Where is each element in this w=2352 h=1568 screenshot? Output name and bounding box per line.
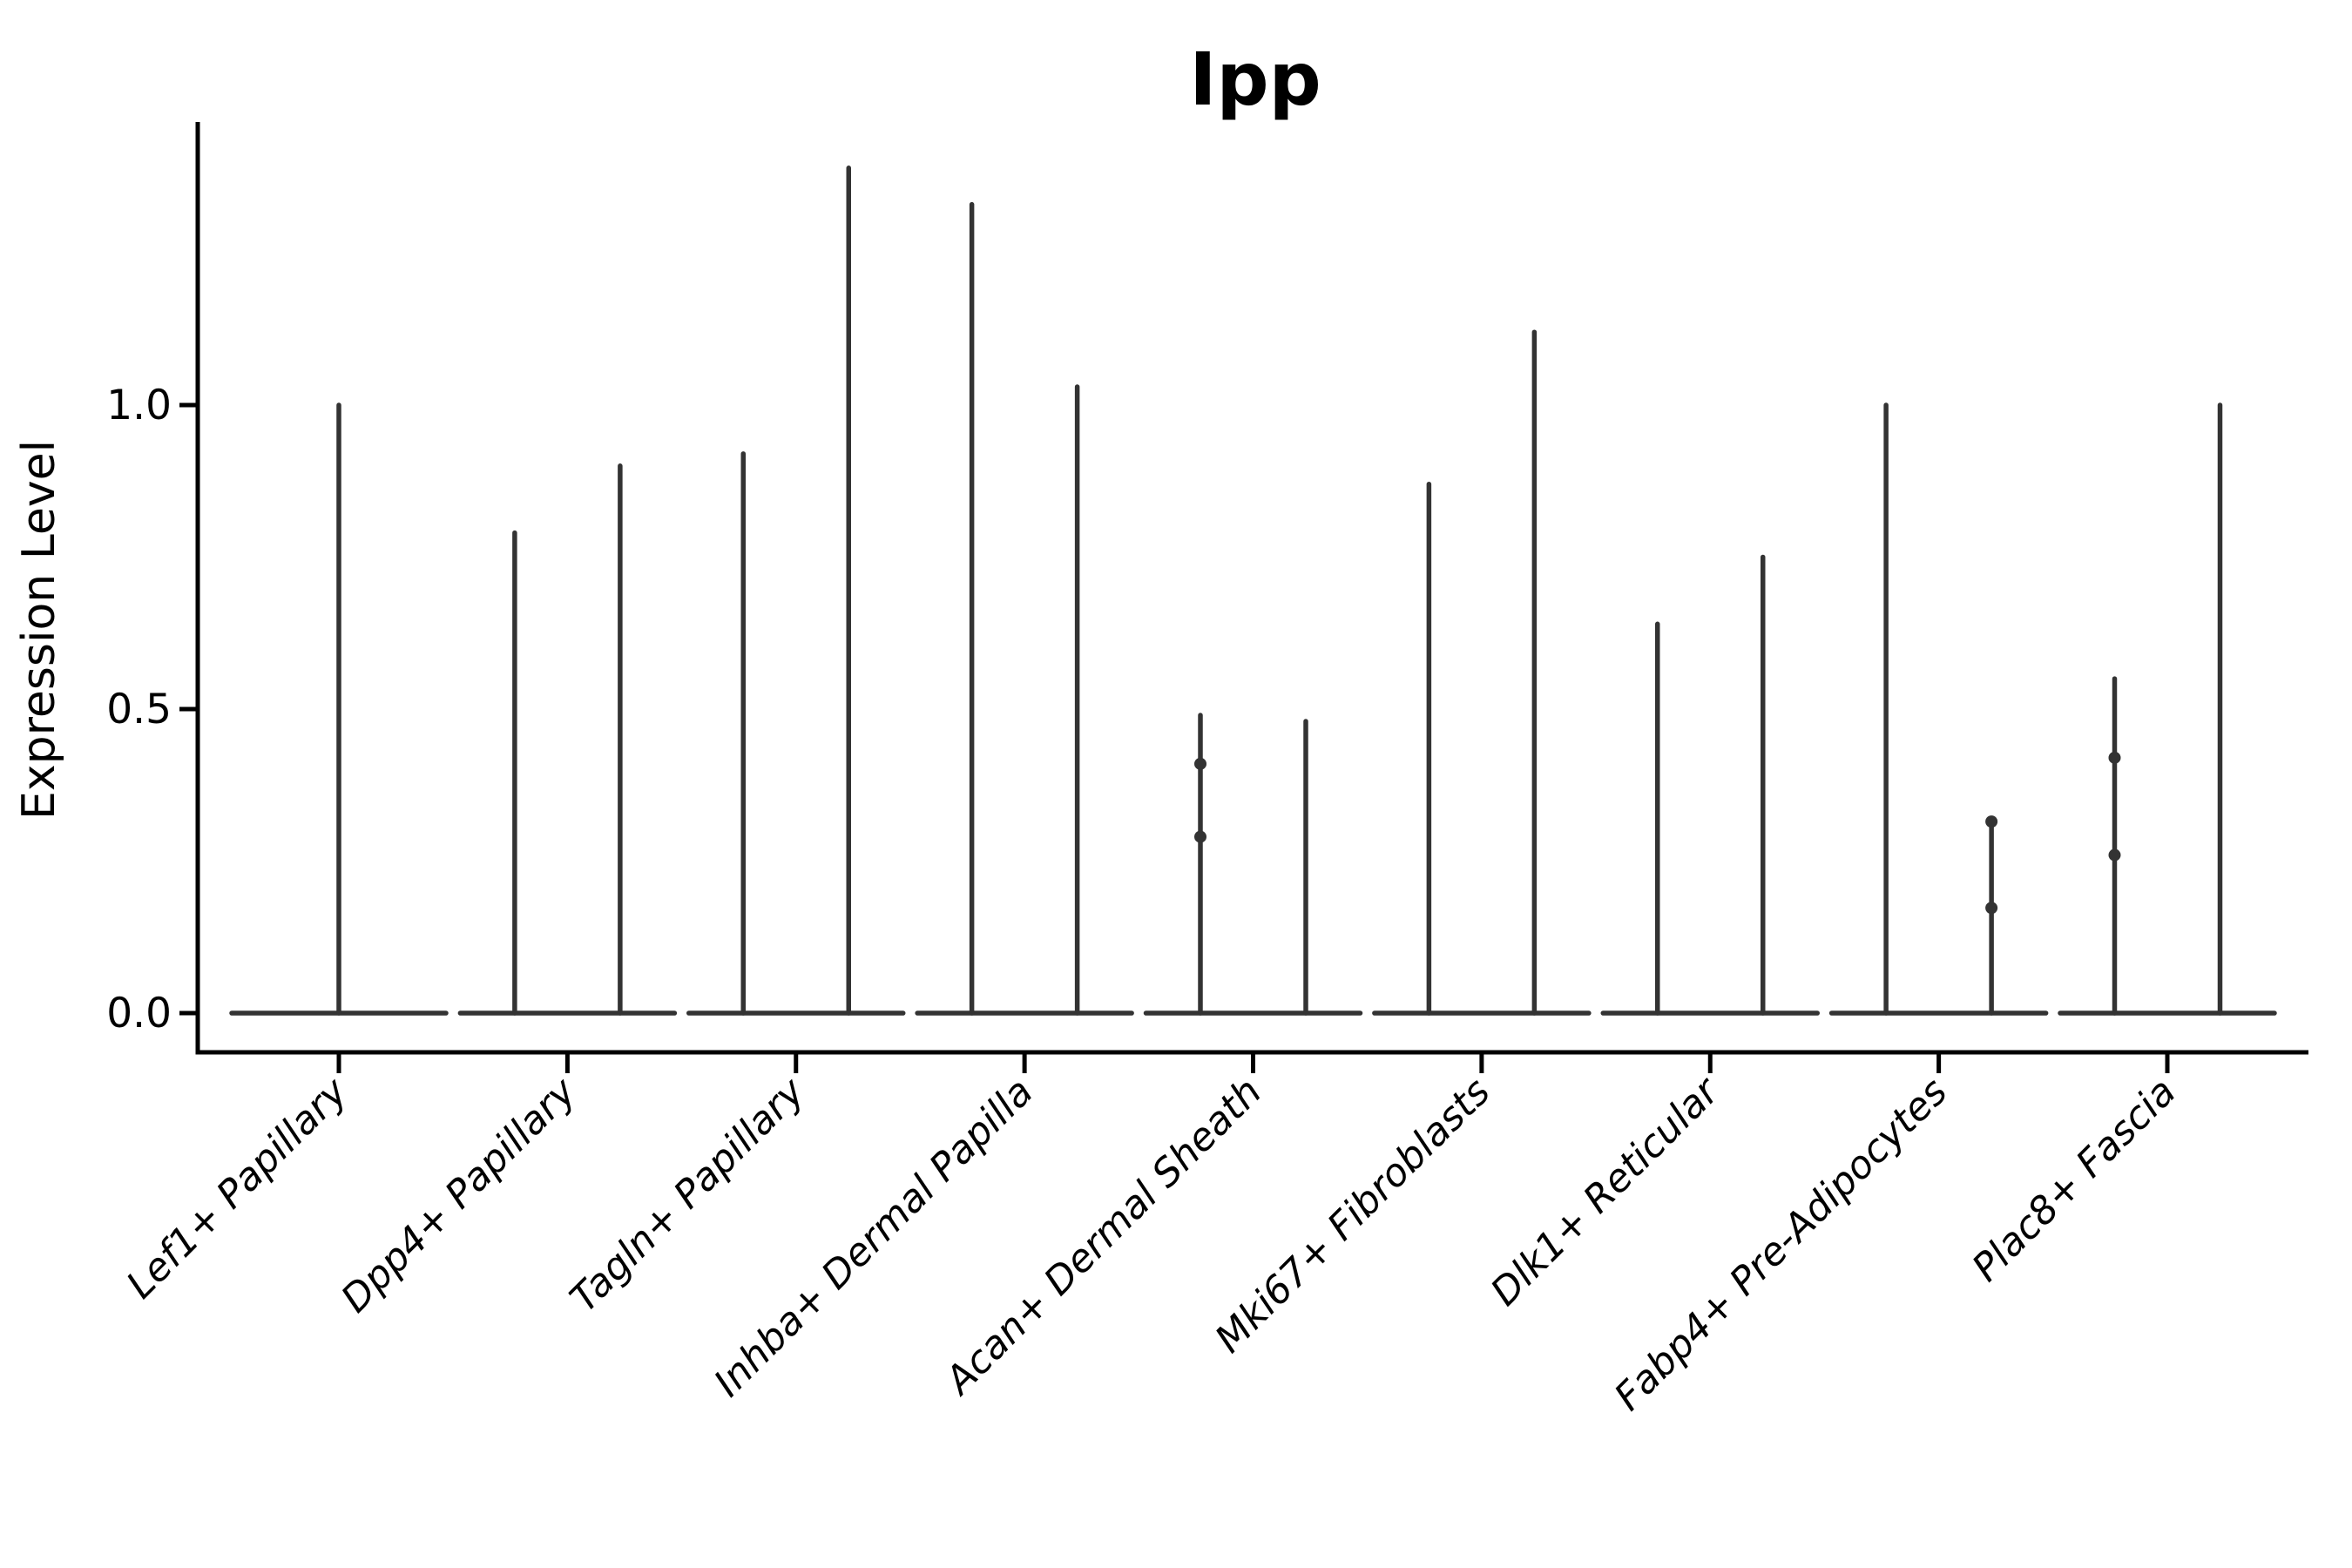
violin-2 [457, 463, 678, 1016]
violin-bump [2108, 848, 2121, 862]
x-tick-label: Dlk1+ Reticular [1483, 1068, 1729, 1315]
violin-bump [1985, 902, 1998, 915]
y-tick-label: 1.0 [106, 382, 172, 429]
violin-1 [229, 402, 449, 1016]
y-axis-label: Expression Level [13, 440, 65, 820]
violin-bump [1194, 830, 1206, 843]
x-tick-label: Lef1+ Papillary [118, 1069, 357, 1308]
y-tick-label: 0.0 [106, 990, 172, 1037]
axes-layer [179, 122, 2308, 1073]
violin-9 [2058, 402, 2277, 1016]
violin-7 [1600, 554, 1820, 1016]
violin-6 [1372, 329, 1592, 1016]
x-tick-label: Dpp4+ Papillary [333, 1069, 585, 1321]
violin-bump [1194, 757, 1206, 770]
violin-4 [915, 201, 1134, 1016]
violin-5 [1143, 713, 1363, 1016]
violin-bump [2108, 751, 2121, 764]
violin-3 [686, 166, 906, 1016]
plot-title: Ipp [1189, 37, 1321, 122]
violins-layer [229, 166, 2277, 1016]
x-tick-label: Plac8+ Fascia [1963, 1070, 2184, 1290]
violin-8 [1828, 402, 2049, 1016]
violin-bump [1985, 815, 1998, 828]
y-tick-label: 0.5 [106, 686, 172, 733]
x-tick-labels: Lef1+ Papillary Dpp4+ Papillary Tagln+ P… [118, 1068, 2185, 1420]
y-tick-labels: 0.0 0.5 1.0 [106, 382, 172, 1037]
x-tick-label: Tagln+ Papillary [562, 1069, 814, 1321]
